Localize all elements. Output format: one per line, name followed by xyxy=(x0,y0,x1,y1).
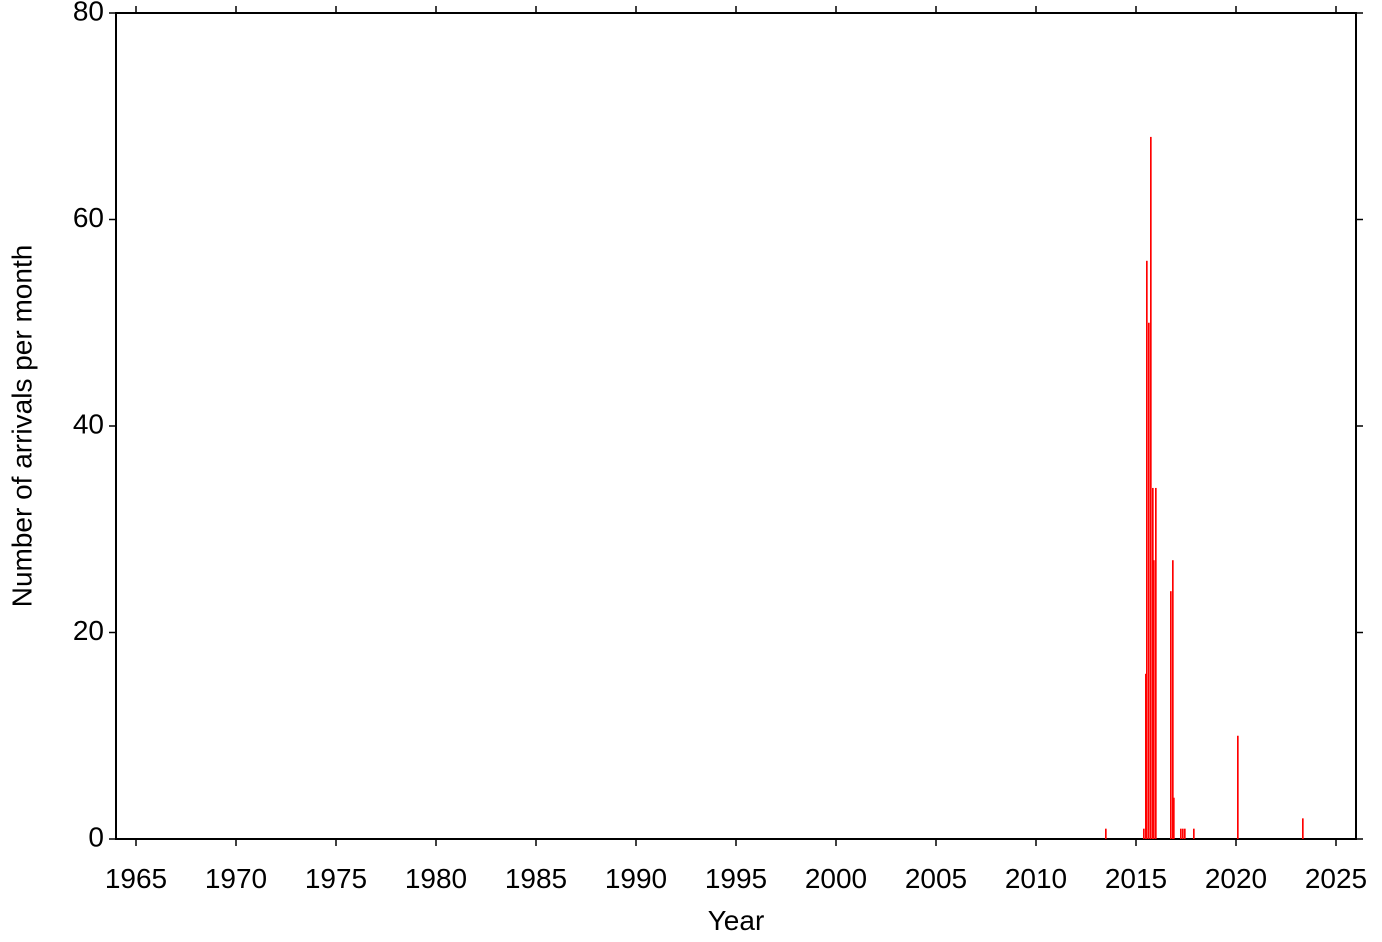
x-tick-label: 1975 xyxy=(305,863,367,894)
bar xyxy=(1302,818,1304,839)
x-tick-label: 2015 xyxy=(1105,863,1167,894)
x-tick-label: 2000 xyxy=(805,863,867,894)
x-tick-label: 1980 xyxy=(405,863,467,894)
bar xyxy=(1193,828,1195,839)
bar xyxy=(1143,828,1145,839)
bar xyxy=(1146,260,1148,839)
x-axis-label: Year xyxy=(708,905,765,936)
bar xyxy=(1172,560,1174,839)
x-tick-label: 1985 xyxy=(505,863,567,894)
bar xyxy=(1237,735,1239,839)
bar xyxy=(1150,136,1152,839)
x-tick-label: 2010 xyxy=(1005,863,1067,894)
x-tick-label: 1970 xyxy=(205,863,267,894)
bar xyxy=(1155,487,1157,839)
bar xyxy=(1170,591,1172,839)
y-tick-label: 80 xyxy=(73,0,104,26)
x-tick-label: 2005 xyxy=(905,863,967,894)
x-tick-label: 2020 xyxy=(1205,863,1267,894)
bar xyxy=(1182,828,1184,839)
bar xyxy=(1153,560,1155,839)
y-axis-label: Number of arrivals per month xyxy=(6,245,37,608)
x-tick-label: 1995 xyxy=(705,863,767,894)
bar xyxy=(1180,828,1182,839)
x-tick-label: 1965 xyxy=(105,863,167,894)
y-tick-label: 0 xyxy=(88,821,104,852)
bar xyxy=(1184,828,1186,839)
y-tick-label: 40 xyxy=(73,408,104,439)
bar xyxy=(1105,828,1107,839)
bar xyxy=(1148,322,1150,839)
y-tick-label: 60 xyxy=(73,202,104,233)
x-tick-label: 2025 xyxy=(1305,863,1367,894)
y-tick-label: 20 xyxy=(73,615,104,646)
x-tick-label: 1990 xyxy=(605,863,667,894)
bar xyxy=(1173,797,1175,839)
bar xyxy=(1152,487,1154,839)
bar xyxy=(1145,673,1147,839)
